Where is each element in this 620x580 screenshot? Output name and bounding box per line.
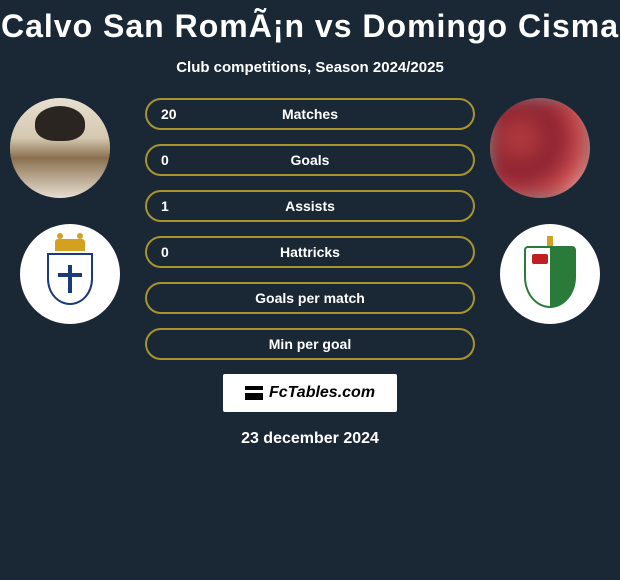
page-subtitle: Club competitions, Season 2024/2025 — [0, 59, 620, 76]
stats-list: 20 Matches 0 Goals 1 Assists 0 Hattricks… — [145, 98, 475, 360]
stat-label: Min per goal — [147, 336, 473, 352]
player-photo-right — [490, 98, 590, 198]
date-label: 23 december 2024 — [0, 430, 620, 448]
stat-row-min-per-goal: Min per goal — [145, 328, 475, 360]
player-photo-left — [10, 98, 110, 198]
stat-label: Assists — [147, 198, 473, 214]
stat-label: Hattricks — [147, 244, 473, 260]
stat-value-left: 0 — [161, 152, 169, 168]
comparison-area: 20 Matches 0 Goals 1 Assists 0 Hattricks… — [0, 98, 620, 448]
club-logo-right — [500, 224, 600, 324]
fctables-badge: FcTables.com — [223, 374, 397, 412]
stat-value-left: 0 — [161, 244, 169, 260]
oviedo-logo-icon — [40, 239, 100, 309]
page-title: Calvo San RomÃ¡n vs Domingo Cisma — [0, 8, 620, 45]
stat-row-assists: 1 Assists — [145, 190, 475, 222]
stat-label: Goals per match — [147, 290, 473, 306]
stat-row-goals-per-match: Goals per match — [145, 282, 475, 314]
stat-label: Goals — [147, 152, 473, 168]
stat-value-left: 1 — [161, 198, 169, 214]
cordoba-logo-icon — [520, 238, 580, 310]
stat-row-goals: 0 Goals — [145, 144, 475, 176]
stat-value-left: 20 — [161, 106, 177, 122]
stat-row-hattricks: 0 Hattricks — [145, 236, 475, 268]
club-logo-left — [20, 224, 120, 324]
stat-label: Matches — [147, 106, 473, 122]
stat-row-matches: 20 Matches — [145, 98, 475, 130]
